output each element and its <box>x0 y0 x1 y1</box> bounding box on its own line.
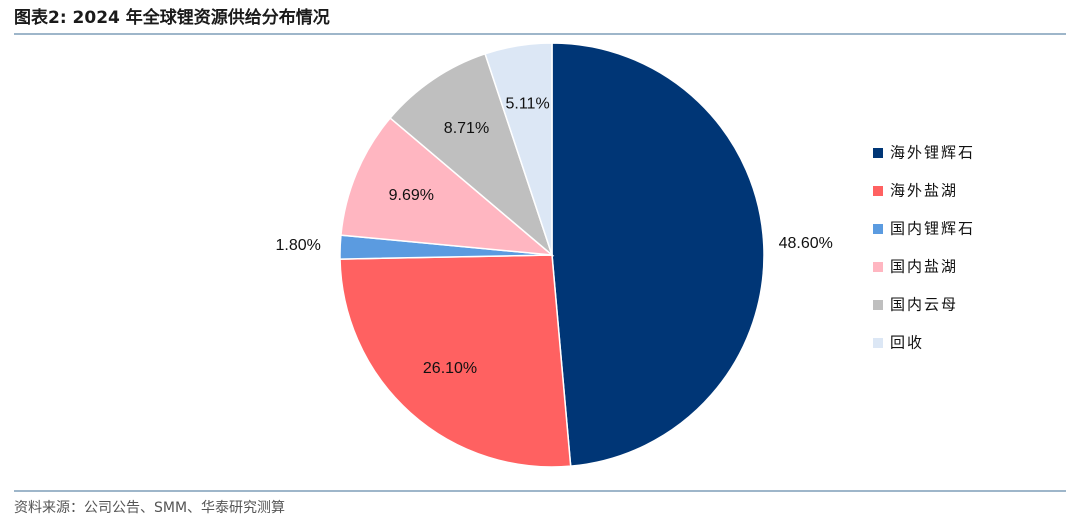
legend-label: 国内锂辉石 <box>890 220 975 238</box>
legend-label: 国内云母 <box>890 296 958 314</box>
data-label: 8.71% <box>444 120 489 137</box>
legend-swatch <box>873 300 883 310</box>
chart-title: 图表2: 2024 年全球锂资源供给分布情况 <box>14 7 330 28</box>
pie-slice <box>484 42 553 256</box>
legend-label: 海外盐湖 <box>890 182 958 200</box>
data-label: 1.80% <box>275 237 320 254</box>
legend-label: 海外锂辉石 <box>890 144 975 162</box>
legend-swatch <box>873 224 883 234</box>
legend-swatch <box>873 262 883 272</box>
pie-slice <box>389 52 554 258</box>
legend-swatch <box>873 186 883 196</box>
data-label: 9.69% <box>389 187 434 204</box>
legend-label: 回收 <box>890 334 924 352</box>
legend-swatch <box>873 338 883 348</box>
data-label: 26.10% <box>423 360 477 377</box>
pie-slice <box>340 116 555 256</box>
data-label: 5.11% <box>506 96 550 113</box>
source-note: 资料来源：公司公告、SMM、华泰研究测算 <box>14 500 285 516</box>
pie-slice <box>339 254 572 468</box>
legend-swatch <box>873 148 883 158</box>
legend-label: 国内盐湖 <box>890 258 958 276</box>
pie-slice <box>551 42 765 467</box>
data-label: 48.60% <box>779 235 833 252</box>
